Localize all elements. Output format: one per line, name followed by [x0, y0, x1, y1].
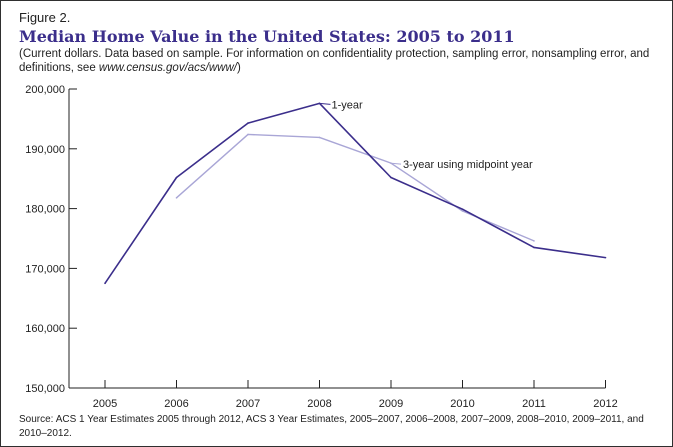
data-point — [533, 246, 535, 249]
x-tick-label: 2005 — [93, 398, 117, 410]
data-point — [247, 133, 249, 136]
subtitle-url: www.census.gov/acs/www/ — [98, 62, 237, 74]
subtitle-end: ) — [236, 62, 241, 74]
data-point — [604, 256, 607, 259]
x-tick-label: 2010 — [450, 398, 474, 410]
data-point — [390, 176, 392, 179]
label-leader-1-year — [319, 102, 331, 105]
series-line-3-year — [176, 133, 535, 242]
x-tick-label: 2012 — [593, 398, 617, 410]
data-point — [175, 197, 178, 199]
figure-label: Figure 2. — [19, 10, 71, 25]
y-tick-label: 170,000 — [25, 263, 65, 275]
x-tick-label: 2007 — [236, 398, 260, 410]
series-labels: 1-year 3-year using midpoint year — [319, 99, 533, 171]
chart-title: Median Home Value in the United States: … — [19, 27, 515, 46]
x-axis-ticks: 2005 2006 2007 2008 2009 2010 2011 2012 — [93, 380, 618, 410]
x-tick-label: 2006 — [164, 398, 188, 410]
series-label-1-year: 1-year — [332, 99, 364, 111]
data-point — [461, 210, 464, 212]
x-tick-label: 2009 — [379, 398, 403, 410]
y-tick-label: 200,000 — [25, 84, 65, 96]
label-leader-3-year — [389, 162, 402, 165]
data-point — [175, 176, 178, 179]
data-point — [104, 282, 106, 285]
series-label-3-year: 3-year using midpoint year — [403, 159, 533, 171]
data-point — [533, 240, 535, 242]
y-tick-label: 180,000 — [25, 204, 65, 216]
x-tick-label: 2008 — [307, 398, 331, 410]
data-point — [247, 122, 249, 124]
y-axis-ticks: 150,000 160,000 170,000 180,000 190,000 200,0… — [25, 84, 77, 395]
x-tick-label: 2011 — [522, 398, 546, 410]
subtitle-text: (Current dollars. Data based on sample. … — [19, 48, 650, 74]
series-line-1-year — [104, 102, 606, 284]
y-tick-label: 190,000 — [25, 144, 65, 156]
chart-subtitle: (Current dollars. Data based on sample. … — [19, 47, 659, 75]
data-point — [318, 136, 321, 139]
source-note: Source: ACS 1 Year Estimates 2005 throug… — [19, 414, 644, 439]
series-layer — [104, 102, 607, 285]
y-tick-label: 150,000 — [25, 383, 65, 395]
data-point — [461, 208, 464, 210]
y-tick-label: 160,000 — [25, 323, 65, 335]
